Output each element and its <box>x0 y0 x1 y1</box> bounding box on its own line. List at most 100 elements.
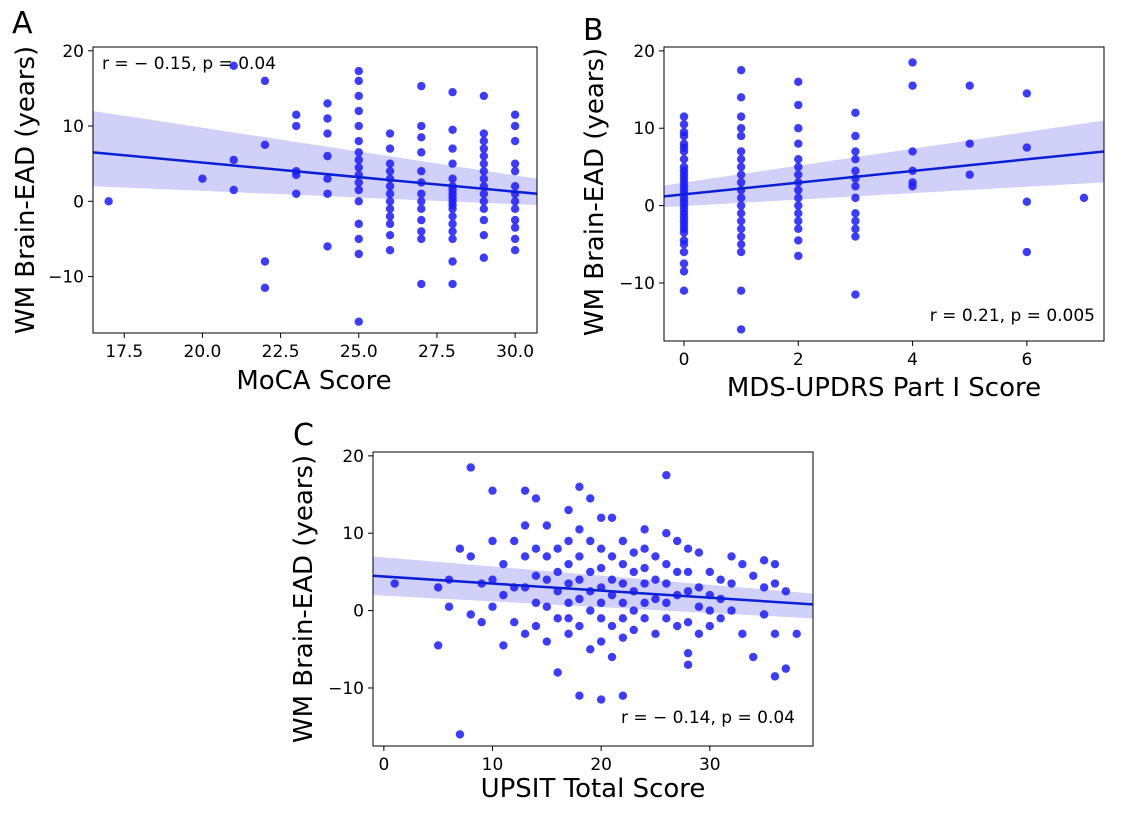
data-point <box>564 536 573 546</box>
data-point <box>781 587 791 596</box>
data-point <box>575 691 584 700</box>
data-point <box>679 120 689 129</box>
data-point <box>448 234 457 244</box>
data-point <box>679 154 689 164</box>
data-point <box>965 170 974 179</box>
data-point <box>510 121 520 131</box>
data-point <box>672 567 682 577</box>
data-point <box>851 147 860 156</box>
data-point <box>385 182 395 191</box>
data-point <box>575 525 584 534</box>
x-tick-label: 25.0 <box>340 342 378 362</box>
data-point <box>354 317 363 326</box>
data-point <box>727 552 736 561</box>
data-point <box>683 660 693 669</box>
data-point <box>679 112 689 121</box>
data-point <box>679 286 689 295</box>
data-point <box>323 129 332 138</box>
x-tick-label: 20.0 <box>184 342 222 362</box>
confidence-band <box>373 556 813 619</box>
data-point <box>444 602 454 611</box>
data-point <box>679 147 689 156</box>
panel-b: B 0 2 4 6 −10 0 10 20 MDS-UPDRS Part I Score WM B… <box>580 13 1105 403</box>
axes-frame <box>663 46 1105 342</box>
data-point <box>385 144 395 153</box>
axes-frame <box>372 451 814 747</box>
data-point <box>736 178 746 187</box>
data-point <box>672 621 682 631</box>
data-point <box>520 486 530 495</box>
x-tick-label: 30.0 <box>496 342 534 362</box>
data-point <box>104 197 113 206</box>
data-point <box>385 159 395 168</box>
data-point <box>385 246 395 255</box>
data-point <box>716 575 725 584</box>
data-point <box>629 606 638 615</box>
data-point <box>354 219 363 229</box>
y-tick-label: 0 <box>644 197 655 217</box>
data-point <box>629 587 638 596</box>
data-point <box>794 170 803 179</box>
data-point <box>385 219 395 229</box>
data-point <box>448 144 457 153</box>
data-point <box>499 590 508 600</box>
data-point <box>651 552 660 561</box>
data-point <box>542 602 552 611</box>
y-axis-label: WM Brain-EAD (years) <box>289 455 319 743</box>
data-point <box>417 279 426 289</box>
data-point <box>851 232 860 241</box>
y-tick-label: 10 <box>633 119 655 139</box>
data-point <box>736 209 746 218</box>
data-point <box>292 110 301 119</box>
data-point <box>520 521 530 530</box>
data-point <box>455 544 465 553</box>
data-point <box>794 224 803 234</box>
data-point <box>908 58 917 67</box>
data-point <box>479 129 489 138</box>
data-point <box>908 147 917 156</box>
data-point <box>908 81 917 90</box>
data-point <box>479 204 489 214</box>
data-point <box>531 494 541 503</box>
plot-inner-c <box>373 463 813 739</box>
data-point <box>575 575 584 584</box>
data-point <box>683 648 693 658</box>
data-point <box>851 108 860 117</box>
data-point <box>736 216 746 226</box>
data-point <box>510 536 519 546</box>
data-point <box>354 76 363 86</box>
data-point <box>417 81 426 91</box>
data-point <box>385 197 395 206</box>
data-point <box>596 598 606 608</box>
data-point <box>1079 193 1089 203</box>
data-point <box>727 579 736 588</box>
data-point <box>792 629 801 639</box>
data-point <box>908 182 917 191</box>
data-point <box>448 212 457 221</box>
x-tick-label: 10 <box>482 755 504 775</box>
data-point <box>510 246 520 255</box>
data-point <box>385 212 395 221</box>
data-point <box>736 112 746 121</box>
data-point <box>694 548 704 557</box>
data-point <box>417 234 426 244</box>
data-point <box>417 227 426 236</box>
data-point <box>618 633 628 642</box>
data-point <box>794 185 803 195</box>
y-tick-label: −10 <box>48 268 84 288</box>
data-point <box>794 201 803 210</box>
data-point <box>564 559 573 569</box>
data-point <box>607 552 617 561</box>
x-tick-label: 0 <box>378 755 389 775</box>
y-tick-label: 10 <box>342 524 364 544</box>
x-tick-label: 2 <box>793 350 804 370</box>
data-point <box>448 227 457 236</box>
data-point <box>586 536 595 546</box>
data-point <box>736 286 746 295</box>
data-point <box>794 154 803 164</box>
x-tick-label: 20 <box>590 755 612 775</box>
data-point <box>770 559 780 569</box>
data-point <box>448 204 457 214</box>
data-point <box>736 325 746 334</box>
